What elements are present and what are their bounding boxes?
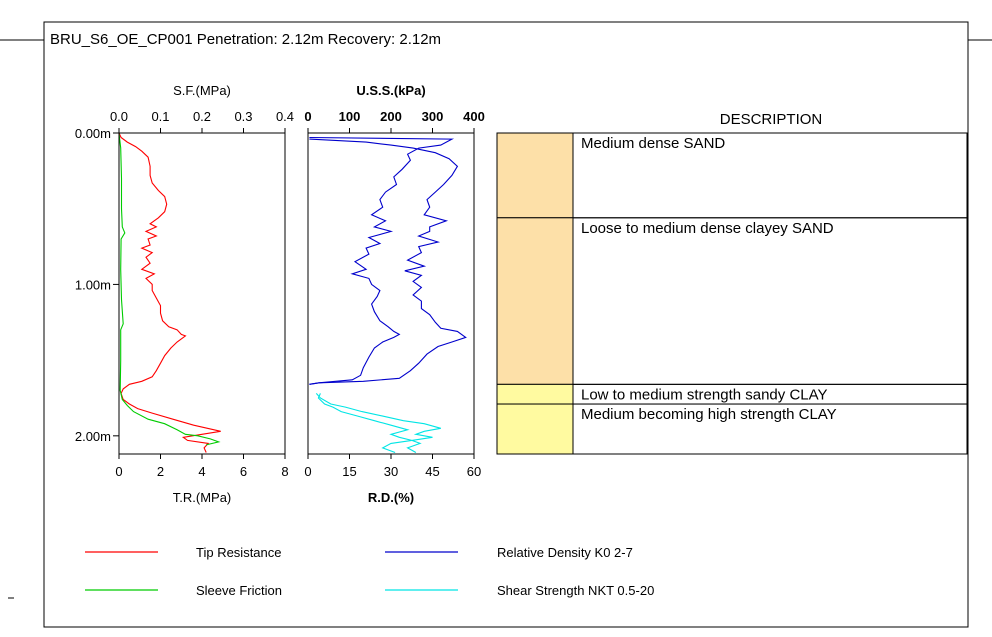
rd-bottom-tick-label: 0 [304, 464, 311, 479]
layer-label-1: Loose to medium dense clayey SAND [581, 220, 834, 237]
rd-uss-panel: U.S.S.(kPa) 0 100 200 300 400 0 15 30 45 60 R.D.… [304, 83, 484, 505]
rd-series-1 [309, 138, 467, 385]
cpt-top-tick-label: 0.1 [151, 109, 169, 124]
layer-row-3 [572, 403, 968, 455]
rd-axis-ticks: 0 15 30 45 60 [304, 454, 481, 479]
rd-bottom-tick-label: 60 [467, 464, 481, 479]
cpt-bottom-tick-label: 4 [198, 464, 205, 479]
depth-tick-label: 1.00m [75, 277, 111, 292]
layer-swatch-1 [496, 217, 574, 385]
description-layers: Medium dense SAND Loose to medium dense c… [496, 132, 968, 455]
rd-top-tick-label: 400 [463, 109, 485, 124]
layer-row-1 [572, 217, 968, 385]
rd-top-tick-label: 0 [304, 109, 311, 124]
layer-label-2: Low to medium strength sandy CLAY [581, 386, 828, 403]
tr-axis-ticks: 0 2 4 6 8 [115, 454, 289, 479]
depth-tick-label: 0.00m [75, 126, 111, 141]
cpt-series-0 [118, 132, 221, 453]
log-frame [43, 21, 969, 628]
rd-axis-label: R.D.(%) [368, 490, 414, 505]
rd-uss-curves [309, 136, 467, 454]
rd-bottom-tick-label: 30 [384, 464, 398, 479]
rd-top-tick-label: 200 [380, 109, 402, 124]
cpt-bottom-tick-label: 6 [240, 464, 247, 479]
description-column: DESCRIPTION Medium dense SAND Loose to me… [496, 111, 968, 455]
layer-swatch-0 [496, 132, 574, 219]
rd-series-0 [309, 136, 455, 385]
rd-bottom-tick-label: 45 [425, 464, 439, 479]
cpt-series-1 [118, 132, 221, 446]
cpt-curves [118, 132, 221, 453]
cpt-top-tick-label: 0.2 [193, 109, 211, 124]
cpt-top-tick-label: 0.0 [110, 109, 128, 124]
layer-label-0: Medium dense SAND [581, 135, 725, 152]
depth-tick-label: 2.00m [75, 429, 111, 444]
layer-swatch-2 [496, 383, 574, 405]
rd-plot-area [307, 132, 475, 455]
layer-swatch-3 [496, 403, 574, 455]
uss-axis-ticks: 0 100 200 300 400 [304, 109, 485, 133]
legend-label-0: Tip Resistance [196, 545, 282, 560]
rd-top-tick-label: 300 [422, 109, 444, 124]
cpt-panel: S.F.(MPa) 0.0 0.1 0.2 0.3 0.4 0.00m 1.00m 2.00… [75, 83, 294, 505]
legend-label-2: Relative Density K0 2-7 [497, 545, 633, 560]
sf-axis-label: S.F.(MPa) [173, 83, 231, 98]
depth-axis: 0.00m 1.00m 2.00m [75, 126, 119, 444]
cpt-top-tick-label: 0.3 [234, 109, 252, 124]
description-header: DESCRIPTION [720, 111, 823, 128]
log-title: BRU_S6_OE_CP001 Penetration: 2.12m Recov… [50, 31, 441, 48]
legend: Tip Resistance Sleeve Friction Relative De… [85, 545, 654, 598]
cpt-plot-area [118, 132, 286, 455]
rd-series-2 [317, 393, 412, 454]
sf-axis-ticks: 0.0 0.1 0.2 0.3 0.4 [110, 109, 294, 133]
uss-axis-label: U.S.S.(kPa) [356, 83, 425, 98]
cpt-bottom-tick-label: 0 [115, 464, 122, 479]
rd-series-3 [315, 393, 441, 453]
rd-bottom-tick-label: 15 [342, 464, 356, 479]
cpt-bottom-tick-label: 8 [281, 464, 288, 479]
tr-axis-label: T.R.(MPa) [173, 490, 232, 505]
layer-label-3: Medium becoming high strength CLAY [581, 406, 837, 423]
cpt-bottom-tick-label: 2 [157, 464, 164, 479]
legend-label-1: Sleeve Friction [196, 583, 282, 598]
legend-label-3: Shear Strength NKT 0.5-20 [497, 583, 654, 598]
rd-top-tick-label: 100 [339, 109, 361, 124]
cpt-top-tick-label: 0.4 [276, 109, 294, 124]
